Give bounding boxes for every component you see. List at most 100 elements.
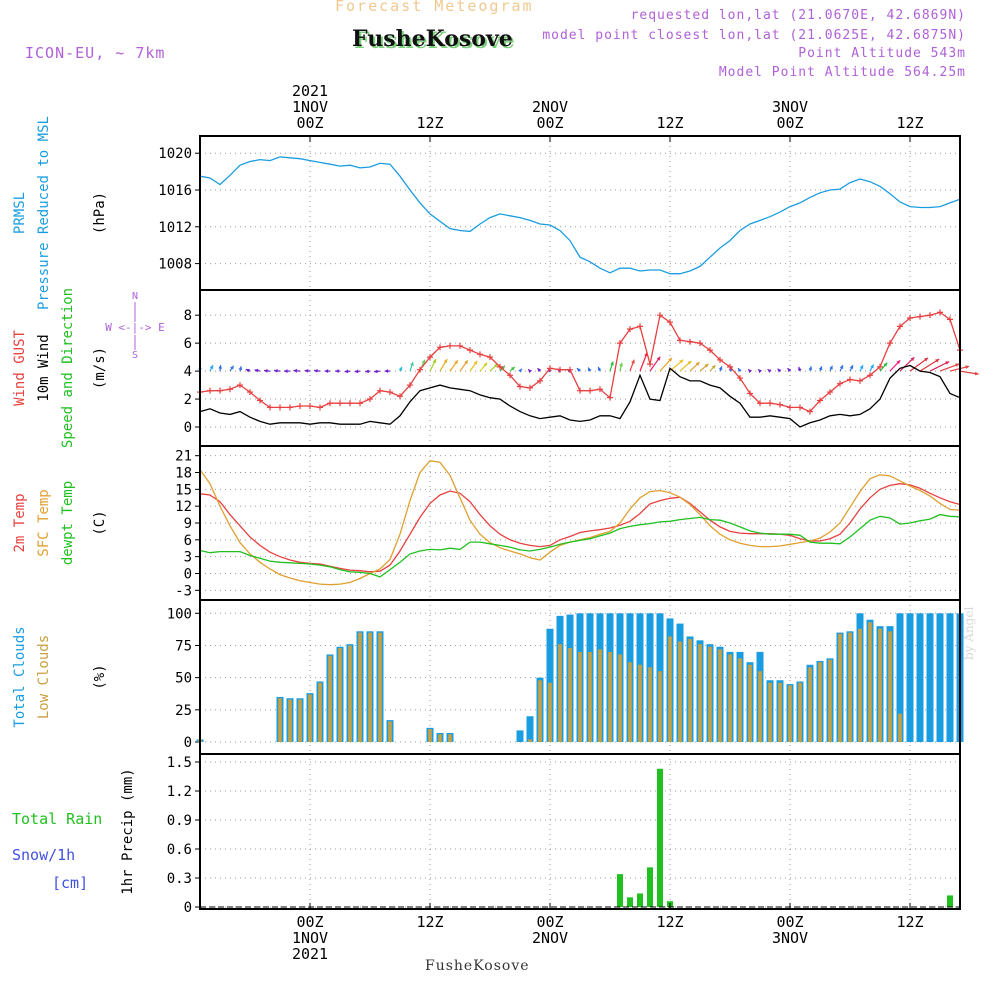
wind-arrow-head — [344, 369, 349, 374]
y-tick-label: 1008 — [158, 257, 192, 273]
wind-arrow-head — [679, 359, 684, 364]
precip-bar — [657, 768, 663, 907]
wind-arrow-head — [619, 362, 623, 367]
gust-marker — [937, 309, 943, 316]
y-tick-label: 100 — [167, 606, 192, 622]
low-cloud-bar — [368, 632, 372, 742]
gust-marker — [647, 361, 653, 368]
low-cloud-bar — [438, 734, 442, 742]
gust-marker — [827, 389, 833, 396]
wind-arrow-head — [955, 363, 960, 367]
y-tick-label: 0 — [184, 420, 192, 436]
wind-arrow-head — [209, 365, 214, 370]
wind-arrow-head — [839, 365, 844, 370]
y-tick-label: 8 — [184, 308, 192, 324]
wind-arrow-head — [274, 368, 278, 373]
time-label-bottom: 12Z — [656, 913, 683, 931]
wind-arrow — [909, 357, 929, 372]
gust-marker — [757, 400, 763, 407]
panel-frame — [199, 753, 961, 910]
wind-arrow-head — [656, 356, 661, 361]
time-label-top: 00Z — [296, 114, 323, 132]
low-cloud-bar — [278, 698, 282, 742]
y-axis-label: (C) — [92, 510, 108, 535]
time-label-top: 00Z — [536, 114, 563, 132]
y-tick-label: 9 — [184, 516, 192, 532]
y-tick-label: 3 — [184, 550, 192, 566]
y-tick-label: 1016 — [158, 183, 192, 199]
low-cloud-bar — [888, 631, 892, 742]
gust-marker — [947, 316, 953, 323]
wind-arrow-head — [748, 369, 753, 374]
low-cloud-bar — [788, 685, 792, 742]
wind-arrow-head — [818, 366, 823, 371]
gust-marker — [477, 351, 483, 358]
total-cloud-bar — [906, 613, 914, 742]
gust-marker — [567, 366, 573, 373]
gust-marker — [817, 397, 823, 404]
model-label: ICON-EU, ~ 7km — [25, 44, 166, 62]
y-tick-label: 18 — [175, 466, 192, 482]
precip-bar — [637, 893, 643, 907]
y-axis-label: (hPa) — [92, 192, 108, 234]
y-tick-label: 50 — [175, 671, 192, 687]
gust-marker — [887, 340, 893, 347]
time-label-bottom: 1NOV — [292, 929, 328, 947]
y-tick-label: 0.3 — [167, 871, 192, 887]
low-cloud-bar — [828, 659, 832, 742]
total-cloud-bar — [916, 613, 924, 742]
low-cloud-bar — [288, 699, 292, 742]
low-cloud-bar — [688, 639, 692, 742]
gust-marker — [627, 326, 633, 333]
time-label-top: 00Z — [776, 114, 803, 132]
chart-subtitle: Forecast Meteogram — [335, 0, 534, 15]
gust-marker — [337, 400, 343, 407]
wind-arrow-head — [493, 363, 498, 368]
wind-arrow-head — [528, 369, 533, 374]
wind-arrow-head — [510, 366, 515, 371]
total-cloud-bar — [526, 716, 534, 742]
wind-arrow-head — [787, 368, 792, 373]
gust-marker — [277, 404, 283, 411]
wind-arrow-head — [398, 366, 403, 371]
y-tick-label: 4 — [184, 364, 192, 380]
compass-south: S — [132, 350, 138, 361]
gust-marker — [367, 396, 373, 403]
low-cloud-bar — [658, 671, 662, 742]
time-label-top: 2021 — [292, 82, 328, 100]
y-tick-label: 1020 — [158, 146, 192, 162]
y-tick-label: 12 — [175, 499, 192, 515]
gust-marker — [227, 386, 233, 393]
chart-title: FusheKosove — [352, 26, 513, 52]
wind-arrow-head — [758, 369, 763, 374]
gust-marker — [377, 387, 383, 394]
low-cloud-bar — [388, 721, 392, 742]
y-axis-label: Pressure Reduced to MSL — [36, 116, 52, 310]
low-cloud-bar — [698, 644, 702, 742]
gust-marker — [667, 319, 673, 326]
gust-marker — [317, 404, 323, 411]
gust-marker — [527, 384, 533, 391]
y-tick-label: 75 — [175, 638, 192, 654]
low-cloud-bar — [758, 671, 762, 742]
side-label: [cm] — [52, 874, 88, 892]
wind-arrow-head — [974, 371, 979, 376]
low-cloud-bar — [628, 662, 632, 742]
wind-arrow-head — [808, 366, 813, 371]
gust-marker — [417, 366, 423, 373]
panel-wind: 0 2 4 6 8 Wind GUST 10m Wind Speed and Directio… — [12, 288, 979, 448]
side-label: Snow/1h — [12, 846, 75, 864]
low-cloud-bar — [858, 628, 862, 742]
wind-arrow-head — [631, 359, 635, 364]
low-cloud-bar — [328, 655, 332, 742]
wind-arrow-head — [797, 366, 802, 371]
wind-arrow-head — [718, 366, 723, 371]
wind-arrow-head — [849, 365, 854, 370]
low-cloud-bar — [538, 680, 542, 742]
time-label-bottom: 3NOV — [772, 929, 808, 947]
wind-arrow-head — [738, 368, 742, 373]
y-axis-label: (%) — [92, 664, 108, 689]
precip-bar — [627, 897, 633, 907]
low-cloud-bar — [748, 664, 752, 742]
